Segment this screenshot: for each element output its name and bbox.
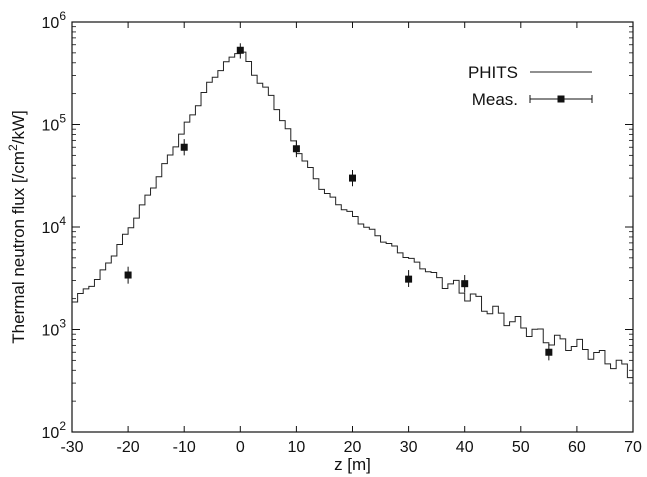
x-tick-label: -10: [173, 439, 196, 456]
y-tick-exp: 5: [59, 112, 66, 126]
meas-point: [236, 46, 244, 54]
y-tick-exp: 4: [59, 214, 66, 228]
y-axis-title-tail: /kW]: [9, 110, 28, 144]
meas-point: [349, 174, 356, 182]
legend-label-meas: Meas.: [472, 90, 518, 109]
phits-series: [72, 51, 633, 379]
y-axis-title-main: Thermal neutron flux [/cm: [9, 151, 28, 344]
meas-series: [124, 43, 553, 361]
y-axis-title-sup: 2: [6, 144, 20, 151]
y-tick-base: 10: [42, 425, 60, 442]
meas-point: [461, 280, 469, 288]
x-axis-title: z [m]: [334, 455, 371, 474]
y-axis-title: Thermal neutron flux [/cm2/kW]: [6, 110, 28, 343]
legend-label-phits: PHITS: [468, 63, 518, 82]
x-tick-label: 30: [400, 439, 418, 456]
x-tick-label: 20: [344, 439, 362, 456]
x-tick-label: 70: [624, 439, 642, 456]
plot-frame: [71, 21, 634, 433]
y-tick-base: 10: [42, 220, 60, 237]
y-tick-label: 105: [42, 112, 67, 135]
meas-point: [292, 145, 300, 153]
y-tick-label: 103: [42, 317, 67, 340]
x-tick-label: 50: [512, 439, 530, 456]
x-tick-label: 0: [236, 439, 245, 456]
legend-marker-meas: [557, 95, 565, 103]
x-tick-label: -20: [117, 439, 140, 456]
x-tick-label: 40: [456, 439, 474, 456]
legend: PHITS Meas.: [468, 63, 593, 109]
y-tick-label: 104: [42, 214, 67, 237]
meas-point: [180, 143, 188, 151]
y-tick-label: 106: [42, 9, 67, 32]
axes: [71, 21, 634, 433]
meas-point: [124, 271, 132, 279]
meas-point: [405, 275, 413, 283]
x-tick-label: 10: [288, 439, 306, 456]
meas-point: [545, 348, 553, 356]
y-tick-exp: 6: [59, 9, 66, 23]
x-tick-label: -30: [60, 439, 83, 456]
y-tick-label: 102: [42, 419, 67, 442]
y-tick-exp: 3: [59, 317, 66, 331]
y-tick-base: 10: [42, 323, 60, 340]
x-tick-label: 60: [568, 439, 586, 456]
y-tick-base: 10: [42, 15, 60, 32]
phits-step-line: [72, 51, 633, 379]
y-tick-exp: 2: [59, 419, 66, 433]
y-tick-base: 10: [42, 118, 60, 135]
